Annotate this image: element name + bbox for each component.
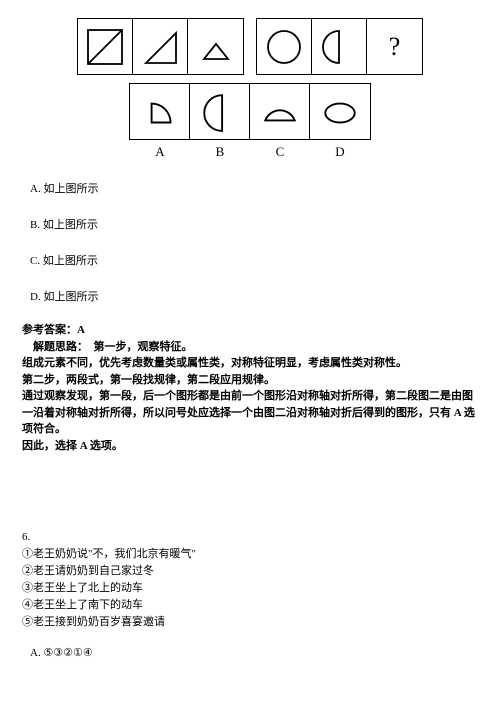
label-a: A [130, 144, 190, 160]
explanation-line-5: 因此，选择 A 选项。 [22, 438, 478, 455]
options-row [22, 83, 478, 140]
q6-item-5: ⑤老王接到奶奶百岁喜宴邀请 [22, 614, 478, 631]
answer-option-b: B. 如上图所示 [22, 216, 478, 232]
answer-option-c: C. 如上图所示 [22, 252, 478, 268]
explanation-line-4: 通过观察发现，第一段，后一个图形都是由前一个图形沿对称轴对折所得，第二段图二是由… [22, 388, 478, 438]
reference-answer: 参考答案：A [22, 322, 478, 339]
sequence-group-1 [77, 18, 244, 75]
label-c: C [250, 144, 310, 160]
label-d: D [310, 144, 370, 160]
q6-item-1: ①老王奶奶说"不，我们北京有暖气" [22, 546, 478, 563]
figure-row-1: ? [22, 18, 478, 75]
option-labels-row: A B C D [22, 144, 478, 160]
explanation-line-1: 解题思路： 第一步，观察特征。 [22, 339, 478, 356]
cell-right-triangle [133, 19, 188, 74]
q6-item-4: ④老王坐上了南下的动车 [22, 597, 478, 614]
sequence-group-2: ? [256, 18, 423, 75]
cell-circle [257, 19, 312, 74]
option-cell-b [190, 84, 250, 139]
cell-half-circle [312, 19, 367, 74]
q6-item-2: ②老王请奶奶到自己家过冬 [22, 563, 478, 580]
q6-item-3: ③老王坐上了北上的动车 [22, 580, 478, 597]
option-cell-d [310, 84, 370, 139]
q6-number: 6. [22, 529, 478, 546]
explanation-line-2: 组成元素不同，优先考虑数量类或属性类，对称特征明显，考虑属性类对称性。 [22, 355, 478, 372]
option-cell-a [130, 84, 190, 139]
cell-question: ? [367, 19, 422, 74]
answer-option-a: A. 如上图所示 [22, 180, 478, 196]
answer-option-d: D. 如上图所示 [22, 288, 478, 304]
q6-option-a: A. ⑤③②①④ [22, 645, 478, 662]
options-group [129, 83, 371, 140]
cell-small-triangle [188, 19, 243, 74]
label-b: B [190, 144, 250, 160]
explanation-line-3: 第二步，两段式，第一段找规律，第二段应用规律。 [22, 372, 478, 389]
explanation-block: 参考答案：A 解题思路： 第一步，观察特征。 组成元素不同，优先考虑数量类或属性… [22, 322, 478, 454]
cell-square-diag [78, 19, 133, 74]
question-mark: ? [389, 32, 401, 62]
question-6: 6. ①老王奶奶说"不，我们北京有暖气" ②老王请奶奶到自己家过冬 ③老王坐上了… [22, 529, 478, 662]
option-cell-c [250, 84, 310, 139]
